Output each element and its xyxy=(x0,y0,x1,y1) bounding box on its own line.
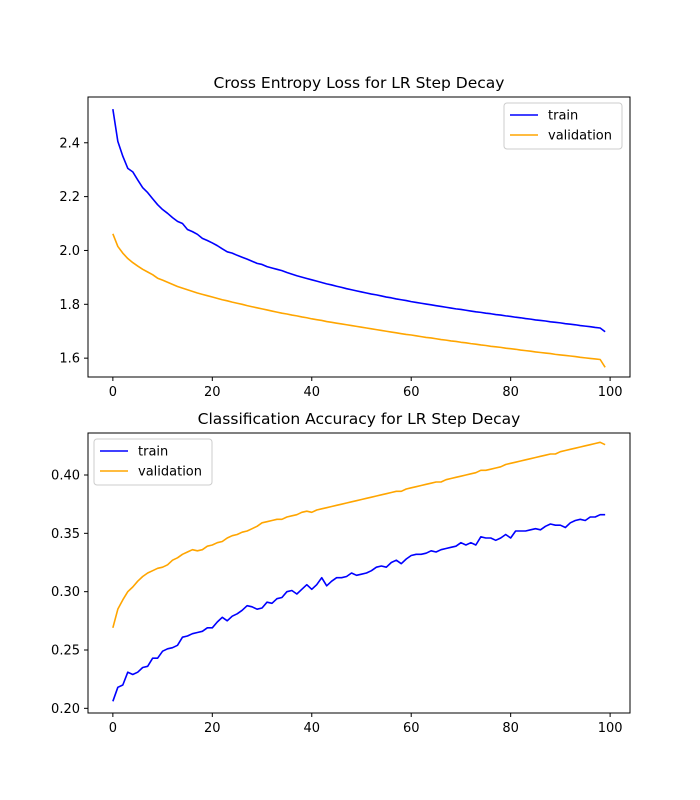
y-tick-label: 1.6 xyxy=(59,352,80,367)
x-tick-label: 40 xyxy=(303,721,320,736)
legend-label-train: train xyxy=(138,445,168,460)
series-line-train xyxy=(112,108,606,333)
x-tick-label: 0 xyxy=(109,385,117,400)
y-tick-label: 0.40 xyxy=(51,469,80,484)
x-tick-label: 100 xyxy=(598,385,623,400)
y-tick-label: 0.35 xyxy=(51,527,80,542)
x-tick-label: 100 xyxy=(598,721,623,736)
x-tick-label: 0 xyxy=(109,721,117,736)
x-tick-label: 60 xyxy=(403,721,420,736)
x-tick-label: 20 xyxy=(204,385,221,400)
legend: train validation xyxy=(93,438,213,486)
x-tick-label: 80 xyxy=(502,385,519,400)
y-tick-label: 0.20 xyxy=(51,702,80,717)
y-tick-label: 2.4 xyxy=(59,136,80,151)
y-tick-label: 0.30 xyxy=(51,585,80,600)
chart-panel-1: Cross Entropy Loss for LR Step Decay 0 20 4… xyxy=(59,74,631,400)
plot-frame xyxy=(87,432,631,714)
legend: train validation xyxy=(503,102,623,150)
plot-frame xyxy=(87,96,631,378)
x-tick-label: 40 xyxy=(303,385,320,400)
legend-label-train: train xyxy=(548,109,578,124)
series-line-validation xyxy=(112,233,606,368)
x-tick-label: 80 xyxy=(502,721,519,736)
chart-title: Cross Entropy Loss for LR Step Decay xyxy=(214,74,505,92)
y-tick-label: 1.8 xyxy=(59,298,80,313)
y-tick-label: 0.25 xyxy=(51,644,80,659)
chart-panel-2: Classification Accuracy for LR Step Deca… xyxy=(51,410,631,736)
legend-label-validation: validation xyxy=(138,465,202,480)
x-tick-label: 20 xyxy=(204,721,221,736)
chart-title: Classification Accuracy for LR Step Deca… xyxy=(198,410,521,428)
series-line-validation xyxy=(112,441,606,629)
y-tick-label: 2.0 xyxy=(59,244,80,259)
legend-label-validation: validation xyxy=(548,129,612,144)
x-tick-label: 60 xyxy=(403,385,420,400)
series-line-train xyxy=(112,513,606,702)
y-tick-label: 2.2 xyxy=(59,190,80,205)
